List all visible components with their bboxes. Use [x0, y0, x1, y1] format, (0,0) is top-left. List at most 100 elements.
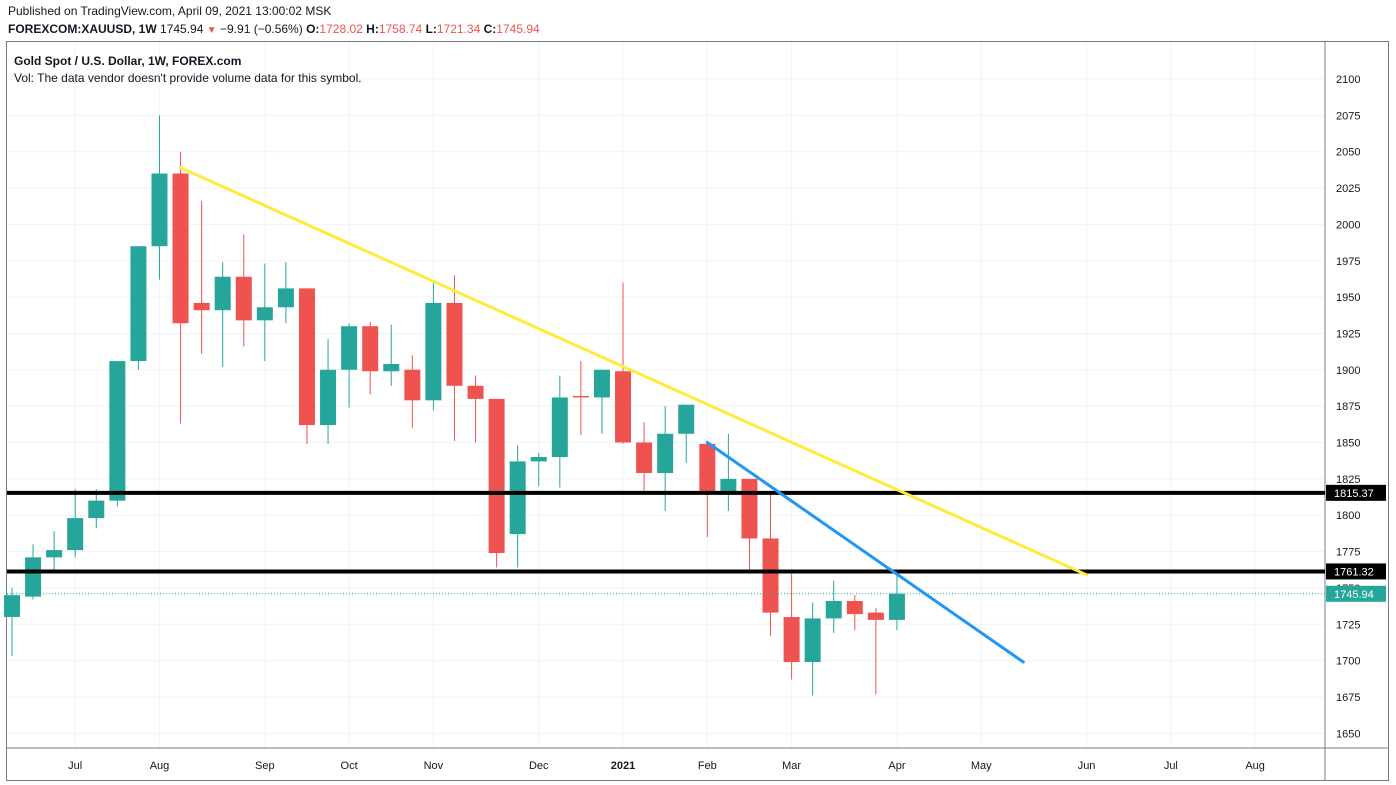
horizontal-levels [7, 490, 1325, 595]
time-tick-label: Feb [698, 760, 717, 772]
time-tick-label: Aug [150, 760, 170, 772]
candle-body [699, 443, 716, 494]
price-badge [1326, 585, 1386, 602]
time-tick-label: Aug [1245, 760, 1265, 772]
time-tick-label: Jul [1164, 760, 1178, 772]
last-price: 1745.94 [160, 22, 204, 36]
price-tick-label: 1850 [1336, 438, 1360, 450]
candle-body [446, 302, 463, 386]
time-tick-label: Jul [68, 760, 82, 772]
legend-title: Gold Spot / U.S. Dollar, 1W, FOREX.com [14, 54, 242, 68]
price-badge [1326, 563, 1386, 580]
candle-body [467, 385, 484, 399]
candle-body [720, 478, 737, 494]
price-tick-label: 1975 [1336, 256, 1360, 268]
price-axis: 1650167517001725175017751800182518501875… [1336, 74, 1360, 740]
candle-body [509, 461, 526, 535]
price-tick-label: 1675 [1336, 692, 1360, 704]
price-badge [1326, 484, 1386, 501]
published-note: Published on TradingView.com, April 09, … [8, 4, 332, 18]
chart-frame [6, 41, 1389, 781]
candle-body [25, 557, 42, 597]
candle-body [741, 478, 758, 539]
candle-body [530, 457, 547, 462]
candle-body [88, 500, 105, 519]
candle-body [867, 612, 884, 620]
price-tick-label: 1900 [1336, 365, 1360, 377]
candle-body [404, 369, 421, 401]
close-value: 1745.94 [496, 22, 540, 36]
price-tick-label: 1700 [1336, 656, 1360, 668]
candle-body [551, 397, 568, 458]
candle-body [46, 550, 63, 558]
grid-lines [7, 42, 1325, 748]
price-tick-label: 2000 [1336, 219, 1360, 231]
time-tick-label: Oct [341, 760, 358, 772]
price-badges: 1815.37 1761.32 1745.94 [1326, 484, 1386, 602]
trend-lines [179, 166, 1089, 664]
price-tick-label: 1775 [1336, 547, 1360, 559]
candle-body [657, 433, 674, 474]
candle-body [341, 326, 358, 370]
quote-line: FOREXCOM:XAUUSD, 1W 1745.94 ▼ −9.91 (−0.… [8, 22, 540, 36]
price-tick-label: 1875 [1336, 401, 1360, 413]
time-tick-label: Dec [529, 760, 549, 772]
candle-body [572, 395, 589, 398]
time-tick-label: Nov [424, 760, 444, 772]
candle-body [488, 398, 505, 554]
candle-body [277, 288, 294, 308]
time-tick-label: Apr [888, 760, 905, 772]
candle-body [678, 404, 695, 434]
volume-note: Vol: The data vendor doesn't provide vol… [14, 71, 362, 85]
price-tick-label: 1825 [1336, 474, 1360, 486]
candle-body [214, 276, 231, 311]
price-tick-label: 1925 [1336, 328, 1360, 340]
time-tick-label: Jun [1078, 760, 1096, 772]
symbol-label: FOREXCOM:XAUUSD, 1W [8, 22, 157, 36]
candle-body [130, 246, 147, 362]
candle-body [783, 616, 800, 663]
open-label: O: [306, 22, 320, 36]
price-badge-label: 1815.37 [1334, 488, 1374, 500]
close-label: C: [483, 22, 497, 36]
price-change: −9.91 (−0.56%) [220, 22, 303, 36]
candle-body [825, 600, 842, 619]
time-tick-label: Mar [782, 760, 801, 772]
time-tick-label: 2021 [611, 760, 635, 772]
candle-body [383, 363, 400, 372]
price-tick-label: 1950 [1336, 292, 1360, 304]
candle-body [846, 600, 863, 615]
candles [4, 115, 905, 696]
time-axis: Jul Aug Sep Oct Nov Dec 2021 Feb Mar Apr May Jun Jul… [68, 760, 1265, 772]
price-tick-label: 2100 [1336, 74, 1360, 86]
candle-body [235, 276, 252, 321]
price-badge-label: 1761.32 [1334, 566, 1374, 578]
high-value: 1758.74 [378, 22, 423, 36]
candle-body [888, 593, 905, 620]
candle-body [4, 595, 20, 617]
candle-body [256, 307, 273, 321]
open-value: 1728.02 [319, 22, 363, 36]
trend-line-yellow [179, 166, 1089, 577]
high-label: H: [366, 22, 379, 36]
candle-body [151, 173, 168, 247]
price-tick-label: 2075 [1336, 110, 1360, 122]
price-tick-label: 1800 [1336, 510, 1360, 522]
candle-body [615, 371, 632, 443]
price-tick-label: 1650 [1336, 728, 1360, 740]
candle-body [67, 518, 84, 551]
candle-body [298, 288, 315, 426]
down-arrow-icon: ▼ [206, 25, 217, 36]
candle-body [804, 618, 821, 663]
candle-body [172, 173, 189, 324]
price-tick-label: 2050 [1336, 147, 1360, 159]
trend-line-blue [705, 441, 1025, 664]
candle-body [593, 369, 610, 398]
candle-body [636, 442, 653, 474]
candle-body [425, 302, 442, 401]
low-label: L: [425, 22, 437, 36]
price-tick-label: 2025 [1336, 183, 1360, 195]
price-badge-label: 1745.94 [1334, 589, 1374, 601]
time-tick-label: May [971, 760, 992, 772]
